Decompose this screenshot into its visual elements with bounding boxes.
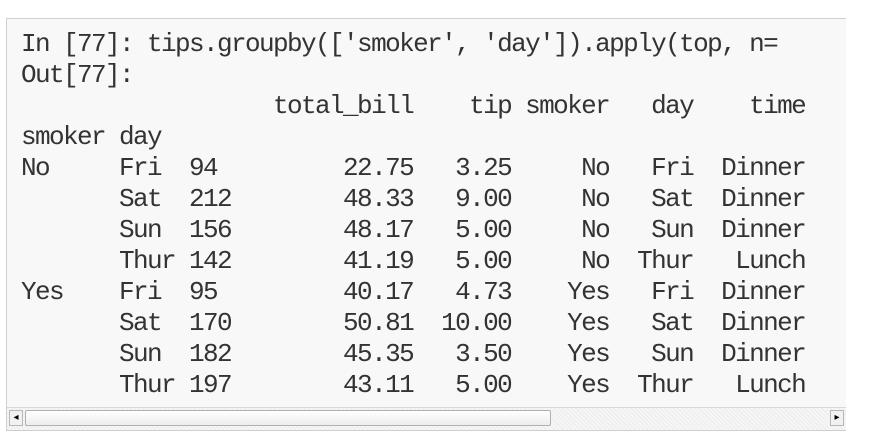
code-line-input: In [77]: tips.groupby(['smoker', 'day'])… bbox=[21, 29, 779, 59]
table-row: Thur 142 41.19 5.00 No Thur Lunch bbox=[21, 246, 807, 276]
table-row: Yes Fri 95 40.17 4.73 Yes Fri Dinner bbox=[21, 277, 807, 307]
code-line-output-prompt: Out[77]: bbox=[21, 60, 135, 90]
scrollbar-thumb[interactable] bbox=[25, 410, 551, 426]
table-row: No Fri 94 22.75 3.25 No Fri Dinner bbox=[21, 153, 807, 183]
table-row: Sun 156 48.17 5.00 No Sun Dinner bbox=[21, 215, 807, 245]
table-row: Sat 212 48.33 9.00 No Sat Dinner bbox=[21, 184, 807, 214]
code-output-cell: In [77]: tips.groupby(['smoker', 'day'])… bbox=[6, 18, 846, 431]
code-text: In [77]: tips.groupby(['smoker', 'day'])… bbox=[21, 29, 807, 401]
table-header-row: total_bill tip smoker day time bbox=[21, 91, 807, 121]
scroll-right-arrow-icon[interactable]: ▸ bbox=[830, 410, 844, 426]
table-row: Sat 170 50.81 10.00 Yes Sat Dinner bbox=[21, 308, 807, 338]
horizontal-scrollbar[interactable]: ◂ ▸ bbox=[7, 407, 846, 430]
scroll-left-arrow-icon[interactable]: ◂ bbox=[9, 410, 23, 426]
table-index-header-row: smoker day bbox=[21, 122, 163, 152]
table-row: Thur 197 43.11 5.00 Yes Thur Lunch bbox=[21, 370, 807, 400]
table-row: Sun 182 45.35 3.50 Yes Sun Dinner bbox=[21, 339, 807, 369]
code-viewport: In [77]: tips.groupby(['smoker', 'day'])… bbox=[7, 19, 846, 408]
